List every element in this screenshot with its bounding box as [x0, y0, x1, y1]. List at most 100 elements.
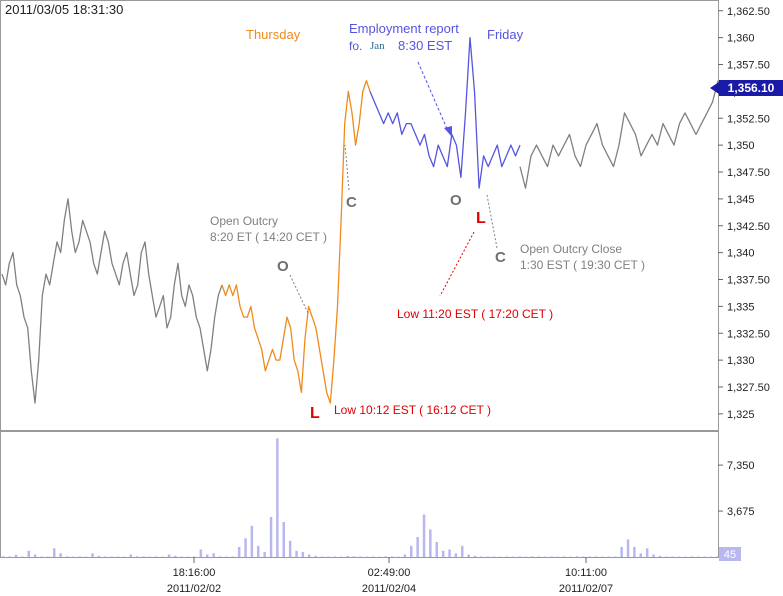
- volume-bar: [314, 555, 317, 558]
- volume-bar: [14, 554, 18, 558]
- volume-bar: [180, 556, 183, 557]
- price-tick-label: 1,332.50: [727, 328, 770, 340]
- volume-bar: [416, 537, 419, 557]
- volume-bar: [346, 556, 349, 557]
- volume-bar: [429, 529, 432, 557]
- volume-bar: [645, 548, 649, 558]
- volume-bar: [78, 556, 81, 557]
- last-volume-marker: 45: [719, 547, 741, 561]
- volume-bar: [518, 556, 521, 557]
- price-tick-label: 1,352.50: [727, 113, 770, 125]
- volume-bar: [550, 556, 553, 557]
- price-tick-label: 1,325: [727, 409, 755, 421]
- volume-bar: [59, 553, 62, 558]
- price-tick-label: 1,347.50: [727, 167, 770, 179]
- volume-bar: [333, 556, 336, 557]
- volume-bar: [301, 552, 305, 557]
- last-volume-label: 45: [724, 549, 736, 561]
- volume-bar: [652, 554, 655, 557]
- time-axis: 18:16:00 2011/02/02 02:49:00 2011/02/04 10:1…: [167, 557, 613, 595]
- volume-bar: [206, 554, 209, 557]
- volume-bar: [620, 547, 623, 557]
- volume-bar: [174, 555, 177, 558]
- volume-bar: [218, 556, 222, 557]
- volume-bar: [607, 556, 611, 557]
- volume-bar: [33, 554, 37, 557]
- volume-bar: [390, 556, 394, 557]
- volume-bar: [193, 556, 196, 557]
- volume-bar: [135, 556, 139, 558]
- volume-bar: [639, 553, 642, 558]
- volume-bar: [91, 553, 94, 558]
- date-tick-label: 2011/02/04: [362, 583, 416, 595]
- price-line-before: [1, 198, 223, 404]
- volume-bar: [142, 556, 145, 557]
- price-tick-label: 1,360: [727, 33, 755, 45]
- volume-bar: [505, 556, 509, 557]
- employment-report-fo: fo.: [349, 39, 362, 53]
- volume-bar: [441, 550, 445, 558]
- price-tick-label: 1,342.50: [727, 221, 770, 233]
- price-line-friday: [369, 36, 521, 189]
- volume-bar: [352, 556, 356, 558]
- marker-l-thursday: L: [310, 405, 320, 422]
- marker-l-friday: L: [476, 210, 486, 227]
- volume-panel-frame: [0, 431, 719, 558]
- price-tick-label: 1,350: [727, 140, 755, 152]
- volume-tick-label: 7,350: [727, 460, 755, 472]
- marker-c-friday: C: [495, 249, 506, 266]
- volume-bar: [384, 556, 387, 558]
- volume-bars-group: [2, 438, 719, 558]
- date-tick-label: 2011/02/02: [167, 583, 221, 595]
- last-price-marker: 1,356.10: [710, 80, 783, 96]
- volume-bar: [8, 556, 11, 557]
- volume-bar: [537, 556, 540, 557]
- volume-bar: [658, 555, 662, 558]
- volume-bar: [167, 554, 171, 557]
- price-tick-label: 1,327.50: [727, 382, 770, 394]
- volume-bar: [582, 556, 585, 557]
- volume-bar: [531, 556, 534, 558]
- volume-bar: [359, 556, 362, 557]
- volume-bar: [244, 538, 247, 558]
- volume-bar: [594, 556, 598, 557]
- time-tick-label: 10:11:00: [565, 567, 607, 579]
- price-tick-label: 1,335: [727, 301, 755, 313]
- open-outcry-title: Open Outcry: [210, 214, 278, 228]
- volume-bar: [461, 545, 464, 558]
- volume-bar: [480, 556, 483, 557]
- volume-bar: [40, 556, 43, 557]
- friday-label: Friday: [487, 27, 524, 42]
- price-tick-label: 1,337.50: [727, 275, 770, 287]
- date-tick-label: 2011/02/07: [559, 583, 613, 595]
- volume-bar: [116, 556, 120, 557]
- volume-bar: [288, 540, 292, 558]
- volume-bar: [403, 554, 407, 557]
- last-price-label: 1,356.10: [728, 81, 775, 95]
- employment-report-title: Employment report: [349, 21, 459, 36]
- marker-c-friday-leader: [486, 194, 498, 249]
- volume-bar: [282, 522, 285, 557]
- employment-report-jan: Jan: [370, 40, 385, 52]
- marker-c-thursday: C: [346, 194, 357, 211]
- volume-bar: [448, 549, 451, 557]
- employment-arrow-line: [417, 61, 449, 132]
- price-tick-label: 1,340: [727, 248, 755, 260]
- volume-bar: [410, 545, 413, 558]
- volume-bar: [257, 545, 260, 558]
- volume-tick-label: 3,675: [727, 506, 755, 518]
- timestamp-label: 2011/03/05 18:31:30: [5, 2, 123, 17]
- price-axis: 1,325 1,327.50 1,330 1,332.50 1,335 1,337.50 1…: [718, 6, 770, 421]
- volume-bar: [129, 554, 132, 557]
- volume-bar: [626, 539, 630, 557]
- open-outcry-close-time: 1:30 EST ( 19:30 CET ): [520, 258, 645, 272]
- volume-bar: [308, 554, 311, 557]
- volume-bar: [492, 556, 496, 557]
- volume-bar: [703, 556, 706, 557]
- volume-bar: [563, 556, 566, 557]
- volume-bar: [231, 556, 234, 557]
- volume-bar: [276, 438, 279, 558]
- employment-arrow-head: [444, 126, 452, 137]
- low-friday-leader: [439, 231, 475, 297]
- price-tick-label: 1,362.50: [727, 6, 770, 18]
